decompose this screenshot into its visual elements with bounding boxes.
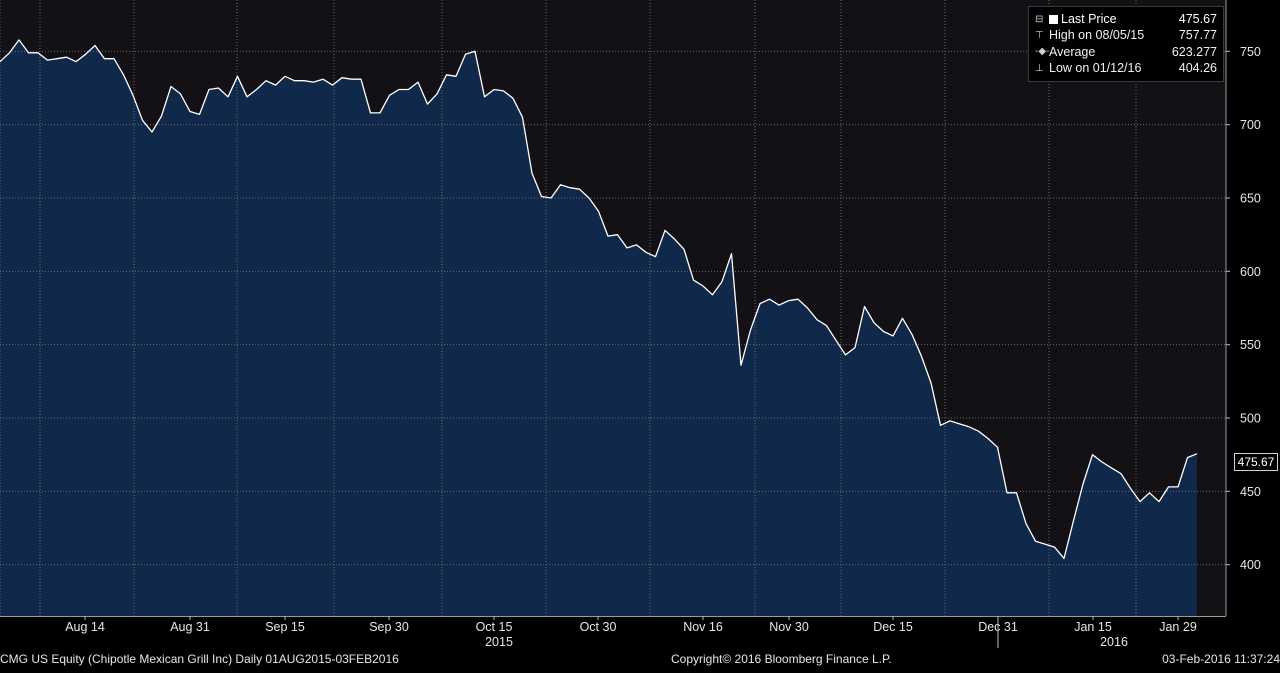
legend-last-price-value: 475.67: [1178, 12, 1217, 27]
line-layer: [0, 39, 1198, 560]
legend-high-value: 757.77: [1178, 28, 1217, 43]
y-tick-label: 750: [1240, 45, 1261, 59]
low-marker-icon: ⊥: [1035, 62, 1044, 74]
x-tick-label: Sep 15: [265, 620, 305, 634]
legend-last-price-label: Last Price: [1061, 12, 1117, 27]
x-tick-label: Dec 15: [873, 620, 913, 634]
x-tick-label: Aug 31: [170, 620, 210, 634]
footer-timestamp: 03-Feb-2016 11:37:24: [1162, 652, 1280, 666]
average-marker-icon: -◆-: [1035, 46, 1050, 58]
last-price-swatch: [1049, 14, 1058, 24]
area-layer: [0, 39, 1197, 616]
legend-low-value: 404.26: [1178, 61, 1217, 76]
year-label: 2016: [1100, 635, 1128, 649]
x-tick-label: Nov 30: [769, 620, 809, 634]
y-tick-label: 700: [1240, 118, 1261, 132]
x-tick-label: Oct 15: [476, 620, 513, 634]
x-tick-label: Jan 15: [1074, 620, 1112, 634]
axis-layer: 400 450 500 550 600 650 700 750 Aug 14 Aug 31 Sep …: [0, 0, 1261, 649]
legend-average-value: 623.277: [1171, 44, 1217, 59]
footer-security-info: CMG US Equity (Chipotle Mexican Grill In…: [0, 652, 399, 666]
chart-legend: ⊟ Last Price 475.67 ⊤ High on 08/05/15 7…: [1028, 6, 1224, 82]
x-tick-label: Oct 30: [580, 620, 617, 634]
y-tick-label: 600: [1240, 265, 1261, 279]
price-line: [0, 39, 1198, 560]
high-marker-icon: ⊤: [1035, 29, 1044, 41]
y-tick-label: 650: [1240, 192, 1261, 206]
legend-row-low: ⊥ Low on 01/12/16 404.26: [1035, 60, 1217, 76]
legend-low-label: Low on 01/12/16: [1049, 61, 1142, 76]
footer-copyright: Copyright© 2016 Bloomberg Finance L.P.: [671, 652, 892, 666]
last-price-tag: 475.67: [1234, 453, 1278, 471]
x-tick-label: Aug 14: [65, 620, 105, 634]
y-tick-label: 450: [1240, 485, 1261, 499]
y-tick-label: 500: [1240, 412, 1261, 426]
x-tick-label: Sep 30: [369, 620, 409, 634]
legend-row-last-price: ⊟ Last Price 475.67: [1035, 11, 1217, 27]
legend-row-average: -◆- Average 623.277: [1035, 44, 1217, 60]
grid-layer: [0, 0, 1227, 616]
footer: CMG US Equity (Chipotle Mexican Grill In…: [0, 650, 1280, 668]
price-area: [0, 39, 1197, 616]
y-tick-label: 400: [1240, 558, 1261, 572]
collapse-icon[interactable]: ⊟: [1035, 13, 1044, 25]
legend-average-label: Average: [1049, 44, 1096, 59]
legend-row-high: ⊤ High on 08/05/15 757.77: [1035, 27, 1217, 43]
x-tick-label: Jan 29: [1159, 620, 1197, 634]
legend-high-label: High on 08/05/15: [1049, 28, 1145, 43]
year-label: 2015: [485, 635, 513, 649]
y-tick-label: 550: [1240, 338, 1261, 352]
x-tick-label: Nov 16: [683, 620, 723, 634]
